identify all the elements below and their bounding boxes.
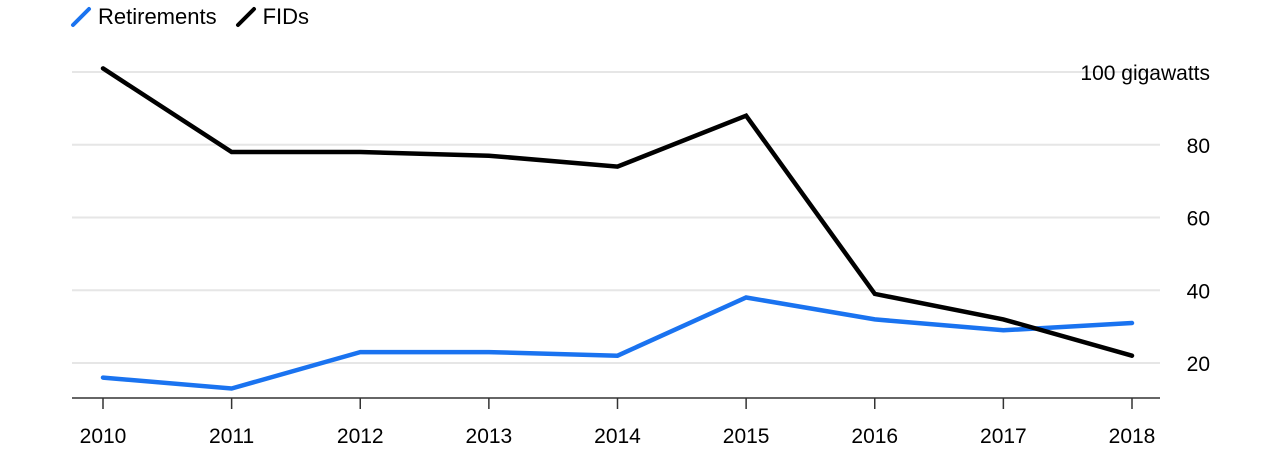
x-tick-label-2011: 2011 <box>209 425 254 448</box>
x-tick-label-2015: 2015 <box>723 425 770 448</box>
chart-legend: Retirements FIDs <box>70 2 327 32</box>
x-tick-label-2018: 2018 <box>1109 425 1156 448</box>
x-tick-label-2017: 2017 <box>980 425 1027 448</box>
y-tick-label-60: 60 <box>1187 208 1210 231</box>
legend-swatch-retirements-icon <box>71 7 91 27</box>
x-tick-label-2012: 2012 <box>337 425 384 448</box>
x-tick-label-2013: 2013 <box>466 425 513 448</box>
gridlines <box>72 71 1160 364</box>
x-tick-label-2014: 2014 <box>594 425 641 448</box>
y-axis: 20 40 60 80 100 gigawatts <box>1080 62 1210 376</box>
series-fids <box>100 66 1135 358</box>
series-line-retirements <box>100 295 1135 391</box>
series-retirements <box>100 295 1135 391</box>
y-tick-label-80: 80 <box>1187 135 1210 158</box>
legend-label-retirements: Retirements <box>98 4 217 29</box>
legend-swatch-fids-icon <box>235 7 256 27</box>
x-tick-label-2016: 2016 <box>851 425 898 448</box>
series-line-fids <box>100 66 1135 358</box>
y-tick-label-100: 100 gigawatts <box>1080 62 1210 85</box>
legend-item-retirements: Retirements <box>70 2 217 32</box>
legend-item-fids: FIDs <box>235 2 309 32</box>
legend-label-fids: FIDs <box>262 4 310 29</box>
y-tick-label-20: 20 <box>1187 353 1210 376</box>
x-tick-label-2010: 2010 <box>80 425 127 448</box>
y-tick-label-40: 40 <box>1187 280 1210 303</box>
series-layer <box>100 66 1135 391</box>
x-axis: 2010 2011 2012 2013 2014 2015 2016 2017 2018 <box>72 397 1160 448</box>
